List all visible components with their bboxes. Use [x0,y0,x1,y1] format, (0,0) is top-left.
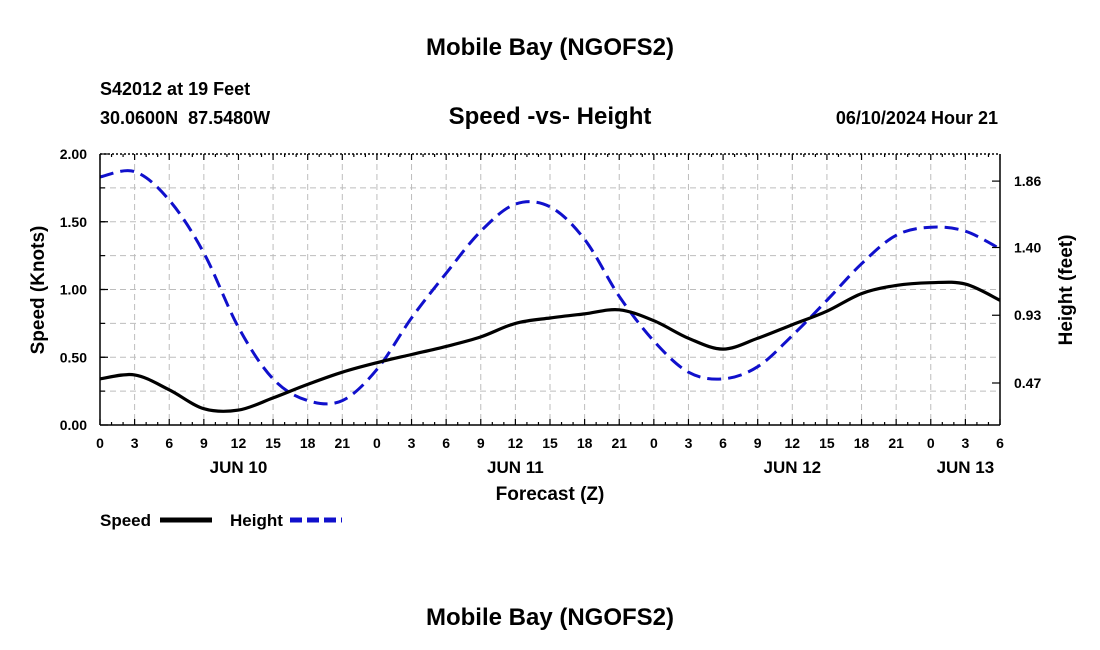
y-axis-title: Speed (Knots) [28,226,49,355]
legend-speed-label: Speed [100,511,151,530]
y2-axis-title: Height (feet) [1056,235,1077,346]
run-time-label: 06/10/2024 Hour 21 [836,108,998,128]
y2-tick-label: 1.40 [1014,239,1041,255]
date-label: JUN 12 [763,458,821,477]
y-tick-label: 2.00 [60,146,87,162]
y2-tick-label: 1.86 [1014,173,1041,189]
x-tick-label: 21 [888,435,904,451]
legend-height-label: Height [230,511,283,530]
legend: Speed Height [100,511,342,530]
x-tick-label: 18 [854,435,870,451]
x-tick-label: 3 [685,435,693,451]
y-tick-label: 0.00 [60,417,87,433]
height-series [99,169,1001,406]
x-tick-label: 18 [300,435,316,451]
footer-title: Mobile Bay (NGOFS2) [426,604,674,631]
date-labels: JUN 10 JUN 11 JUN 12 JUN 13 [210,458,995,477]
x-tick-label: 21 [335,435,351,451]
chart-main-title: Mobile Bay (NGOFS2) [426,34,674,61]
x-tick-label: 9 [754,435,762,451]
x-axis-title: Forecast (Z) [496,484,605,505]
date-label: JUN 13 [937,458,995,477]
height-line [99,169,1001,406]
x-tick-label: 15 [542,435,558,451]
x-tick-label: 6 [719,435,727,451]
x-tick-label: 15 [819,435,835,451]
y-tick-label: 1.00 [60,282,87,298]
station-label: S42012 at 19 Feet [100,79,250,99]
x-tick-label: 3 [961,435,969,451]
x-tick-label: 6 [996,435,1004,451]
x-tick-label: 15 [265,435,281,451]
x-tick-label: 6 [165,435,173,451]
x-tick-label: 6 [442,435,450,451]
date-label: JUN 11 [487,458,544,477]
x-tick-label: 18 [577,435,593,451]
x-tick-label: 21 [611,435,627,451]
y2-tick-label: 0.47 [1014,375,1041,391]
chart-subtitle: Speed -vs- Height [449,103,652,130]
x-tick-label: 0 [927,435,935,451]
y2-tick-label: 0.93 [1014,307,1041,323]
x-axis-ticks: 0 3 6 9 12 15 18 21 0 3 6 9 12 15 18 21 0 3 6 9 12 15 18 21 0 3 6 [96,154,1004,451]
x-tick-label: 12 [231,435,247,451]
y-tick-label: 1.50 [60,214,87,230]
date-label: JUN 10 [210,458,268,477]
speed-line [99,280,1001,413]
x-tick-label: 3 [408,435,416,451]
x-tick-label: 9 [477,435,485,451]
y-axis-ticks: 0.00 0.50 1.00 1.50 2.00 [60,146,108,433]
speed-series [99,280,1001,413]
x-tick-label: 0 [96,435,104,451]
x-tick-label: 12 [508,435,524,451]
coordinates-label: 30.0600N 87.5480W [100,108,270,128]
grid-lines [100,154,1000,425]
x-tick-label: 0 [373,435,381,451]
x-tick-label: 12 [785,435,801,451]
x-tick-label: 3 [131,435,139,451]
x-tick-label: 0 [650,435,658,451]
y2-axis-ticks: 0.47 0.93 1.40 1.86 [992,173,1041,391]
x-tick-label: 9 [200,435,208,451]
y-tick-label: 0.50 [60,349,87,365]
